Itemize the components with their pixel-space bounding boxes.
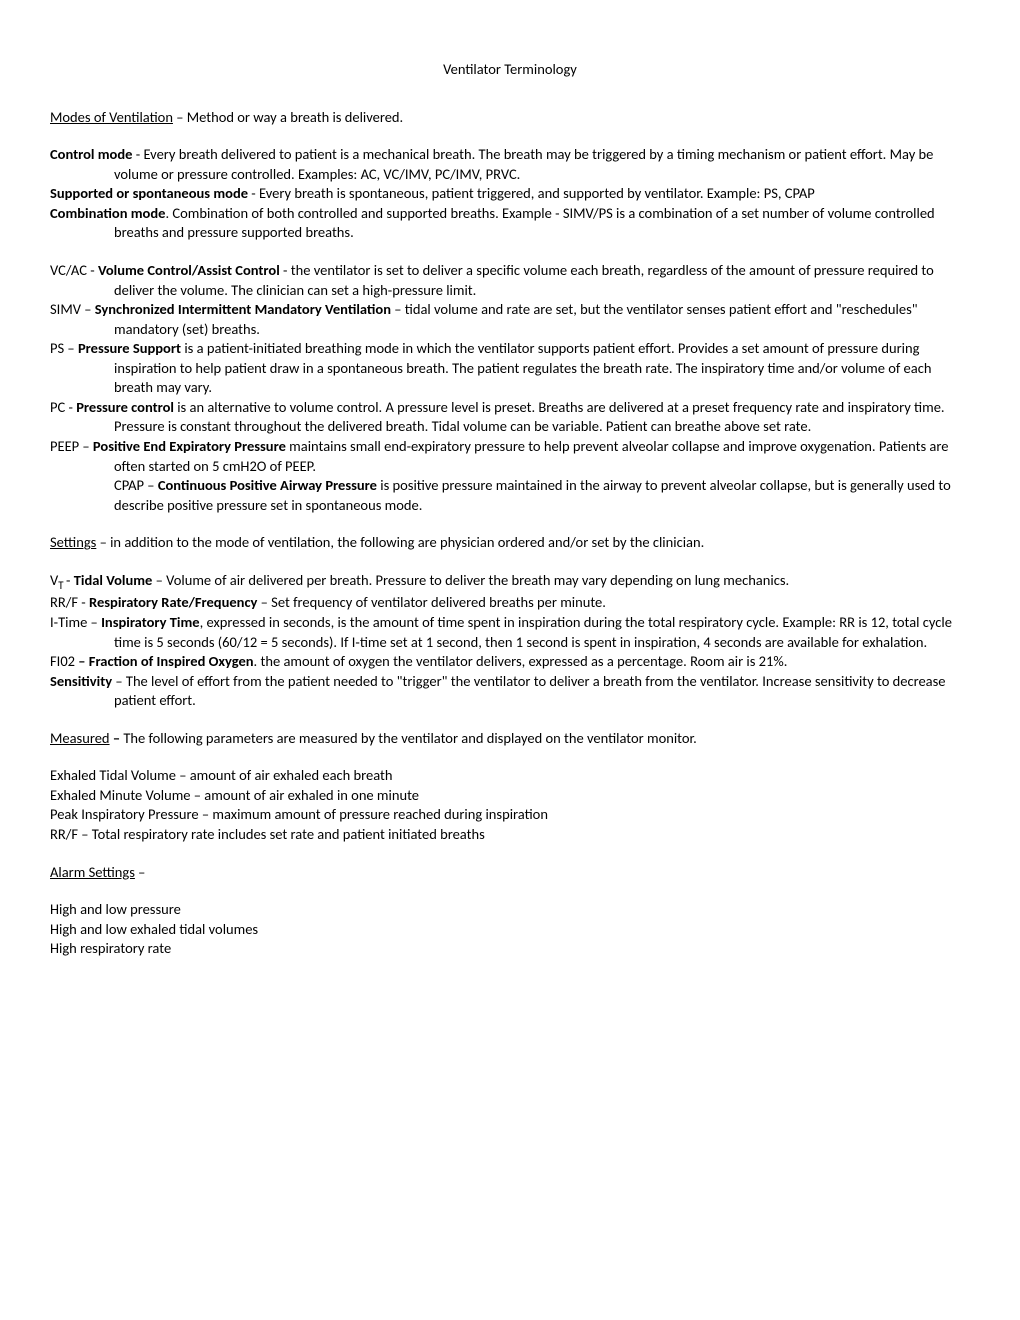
- prefix: FI02: [50, 652, 78, 670]
- alarm-item: High respiratory rate: [50, 939, 970, 959]
- modes-group2: VC/AC - Volume Control/Assist Control - …: [50, 261, 970, 515]
- def-sensitivity: Sensitivity – The level of effort from t…: [50, 672, 970, 711]
- sep: .: [254, 652, 261, 670]
- desc: Combination of both controlled and suppo…: [114, 204, 935, 242]
- def-simv: SIMV – Synchronized Intermittent Mandato…: [50, 300, 970, 339]
- measured-item: Exhaled Tidal Volume – amount of air exh…: [50, 766, 970, 786]
- prefix: SIMV –: [50, 300, 95, 318]
- prefix: RR/F -: [50, 593, 89, 611]
- sep: -: [132, 145, 143, 163]
- alarms-heading-suffix: –: [135, 863, 146, 881]
- prefix: PC -: [50, 398, 76, 416]
- desc: The level of effort from the patient nee…: [114, 672, 946, 710]
- desc: Every breath is spontaneous, patient tri…: [259, 184, 815, 202]
- measured-heading-row: Measured – The following parameters are …: [50, 729, 970, 749]
- measured-item: Exhaled Minute Volume – amount of air ex…: [50, 786, 970, 806]
- def-vcac: VC/AC - Volume Control/Assist Control - …: [50, 261, 970, 300]
- term: Synchronized Intermittent Mandatory Vent…: [95, 300, 391, 318]
- prefix: I-Time –: [50, 613, 101, 631]
- alarm-items: High and low pressure High and low exhal…: [50, 900, 970, 959]
- measured-item: Peak Inspiratory Pressure – maximum amou…: [50, 805, 970, 825]
- def-fio2: FI02 – Fraction of Inspired Oxygen. the …: [50, 652, 970, 672]
- term: Supported or spontaneous mode: [50, 184, 248, 202]
- def-peep: PEEP – Positive End Expiratory Pressure …: [50, 437, 970, 515]
- prefix: PS –: [50, 339, 78, 357]
- settings-heading-suffix: – in addition to the mode of ventilation…: [96, 533, 704, 551]
- def-rrf: RR/F - Respiratory Rate/Frequency – Set …: [50, 593, 970, 613]
- def-control-mode: Control mode - Every breath delivered to…: [50, 145, 970, 184]
- settings-heading: Settings: [50, 533, 96, 551]
- term: Volume Control/Assist Control: [98, 261, 280, 279]
- term: Control mode: [50, 145, 132, 163]
- prefix: PEEP –: [50, 437, 93, 455]
- alarms-heading-row: Alarm Settings –: [50, 863, 970, 883]
- sep: –: [391, 300, 405, 318]
- alarms-heading: Alarm Settings: [50, 863, 135, 881]
- desc: the amount of oxygen the ventilator deli…: [261, 652, 788, 670]
- measured-items: Exhaled Tidal Volume – amount of air exh…: [50, 766, 970, 844]
- term: Pressure Support: [78, 339, 181, 357]
- desc: Every breath delivered to patient is a m…: [114, 145, 933, 183]
- settings-group: VT - Tidal Volume – Volume of air delive…: [50, 571, 970, 711]
- document-page: Ventilator Terminology Modes of Ventilat…: [0, 0, 1020, 1037]
- desc: Set frequency of ventilator delivered br…: [271, 593, 606, 611]
- measured-item: RR/F – Total respiratory rate includes s…: [50, 825, 970, 845]
- modes-group1: Control mode - Every breath delivered to…: [50, 145, 970, 243]
- cpap-term: Continuous Positive Airway Pressure: [158, 476, 377, 494]
- measured-heading-suffix-bold: –: [110, 729, 121, 747]
- term: Positive End Expiratory Pressure: [93, 437, 286, 455]
- desc: is a patient-initiated breathing mode in…: [114, 339, 931, 396]
- def-pc: PC - Pressure control is an alternative …: [50, 398, 970, 437]
- def-vt: VT - Tidal Volume – Volume of air delive…: [50, 571, 970, 594]
- measured-heading-suffix: The following parameters are measured by…: [120, 729, 697, 747]
- sep: –: [152, 571, 166, 589]
- term: Respiratory Rate/Frequency: [89, 593, 257, 611]
- modes-heading-row: Modes of Ventilation – Method or way a b…: [50, 108, 970, 128]
- def-itime: I-Time – Inspiratory Time, expressed in …: [50, 613, 970, 652]
- sep: –: [112, 672, 126, 690]
- prefix: VT -: [50, 571, 74, 589]
- alarm-item: High and low pressure: [50, 900, 970, 920]
- desc: is an alternative to volume control. A p…: [114, 398, 945, 436]
- cpap-prefix: CPAP –: [114, 476, 158, 494]
- measured-heading: Measured: [50, 729, 110, 747]
- modes-heading-suffix: – Method or way a breath is delivered.: [173, 108, 403, 126]
- term: Inspiratory Time: [101, 613, 200, 631]
- desc: Volume of air delivered per breath. Pres…: [166, 571, 789, 589]
- def-supported-mode: Supported or spontaneous mode - Every br…: [50, 184, 970, 204]
- sep: -: [248, 184, 259, 202]
- term: Combination mode: [50, 204, 165, 222]
- sep: -: [280, 261, 291, 279]
- term: Tidal Volume: [74, 571, 153, 589]
- def-ps: PS – Pressure Support is a patient-initi…: [50, 339, 970, 398]
- term: Pressure control: [76, 398, 174, 416]
- alarm-item: High and low exhaled tidal volumes: [50, 920, 970, 940]
- desc: expressed in seconds, is the amount of t…: [114, 613, 952, 651]
- prefix: VC/AC -: [50, 261, 98, 279]
- modes-heading: Modes of Ventilation: [50, 108, 173, 126]
- settings-heading-row: Settings – in addition to the mode of ve…: [50, 533, 970, 553]
- sep: –: [257, 593, 271, 611]
- term: – Fraction of Inspired Oxygen: [78, 652, 253, 670]
- def-combination-mode: Combination mode. Combination of both co…: [50, 204, 970, 243]
- term: Sensitivity: [50, 672, 112, 690]
- page-title: Ventilator Terminology: [50, 60, 970, 80]
